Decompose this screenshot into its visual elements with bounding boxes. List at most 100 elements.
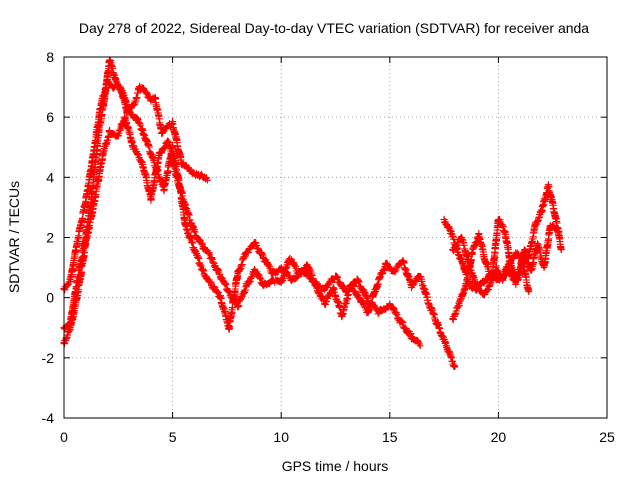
series-0-point-15 [160,186,168,193]
series-3-point-18 [558,246,565,253]
series-4-point-13 [534,240,541,247]
series-0-point-27 [260,255,268,262]
grid [64,57,607,418]
series-2 [60,113,459,371]
series-2-point-15 [182,204,189,211]
series-5-point-11 [525,288,533,295]
series-2-point-42 [417,273,424,280]
series-2-point-29 [304,261,311,268]
series-3-point-14 [532,222,539,229]
series-0-point-12 [138,126,146,133]
series-2-point-10 [138,159,146,166]
series-1-point-18 [186,168,194,175]
series-2-point-39 [390,267,398,274]
series-2-point-44 [434,321,441,328]
series-2-point-6 [106,129,113,136]
series-2-point-35 [356,294,363,301]
series-1-point-4 [91,144,98,151]
series-2-point-27 [286,255,294,262]
x-tick-label-4: 20 [491,429,507,445]
series-2-point-11 [147,195,155,202]
series-2-point-30 [312,282,320,289]
series-1-point-19 [195,171,202,178]
series-3-point-0 [440,216,448,223]
series-0-point-22 [217,294,224,301]
series-0-point-28 [269,270,276,277]
series-4-point-14 [540,264,548,271]
series-0-point-36 [354,276,361,283]
series-2-point-8 [121,113,129,121]
series-0-point-40 [397,318,404,325]
series-5-point-5 [486,282,493,289]
series-1-point-16 [169,119,176,127]
series-layer [60,56,565,371]
series-4-point-8 [501,228,509,235]
plot-frame [63,56,608,419]
series-4-point-3 [469,249,476,256]
series-0-point-11 [132,113,139,121]
series-3-point-15 [538,207,546,214]
tick-labels: 0 5 10 15 20 25 -4 -2 0 2 4 6 8 [42,49,615,445]
series-0-point-38 [375,309,383,316]
series-2-point-31 [321,300,328,307]
series-2-point-38 [382,261,389,268]
series-3-point-1 [447,228,454,235]
series-2-point-26 [278,279,285,286]
series-5-point-1 [458,234,465,241]
series-2-point-25 [269,276,276,283]
x-tick-label-3: 15 [382,429,398,445]
series-4-point-1 [456,300,463,307]
series-2-point-16 [191,228,198,235]
series-2-point-3 [82,240,89,247]
series-0-point-25 [243,249,250,256]
series-4-point-15 [547,222,554,229]
series-2-point-34 [347,282,354,289]
series-2-point-2 [73,294,81,301]
series-1-point-9 [123,107,131,115]
series-3-point-6 [479,279,487,286]
series-4-point-5 [482,258,489,265]
series-0-point-21 [208,282,215,289]
series-2-point-36 [364,309,372,316]
series-1-point-2 [73,240,81,247]
y-axis-label: SDTVAR / TECUs [6,181,22,293]
series-1-point-3 [82,198,89,205]
series-2-point-28 [295,270,302,277]
y-tick-label-6: 8 [46,49,54,65]
series-0-point-39 [386,300,393,307]
series-0-point-20 [199,267,207,274]
series-4-point-16 [556,228,563,235]
series-0-point-18 [182,222,189,229]
series-2-point-23 [251,267,259,274]
series-1-point-20 [204,177,211,184]
series-1-point-7 [110,83,118,91]
series-2-point-22 [243,282,250,289]
series-5-point-8 [506,267,513,274]
series-4-point-11 [521,246,528,253]
series-5-point-10 [519,258,526,265]
series-2-point-5 [99,150,107,157]
series-2-point-17 [199,243,207,250]
series-2-point-13 [165,138,172,145]
series-3-point-17 [551,210,559,217]
y-tick-label-4: 4 [46,169,54,185]
series-0-point-26 [251,240,259,247]
series-1-point-17 [178,159,185,166]
series-0-point-23 [225,324,233,331]
series-4-point-0 [449,315,456,322]
series-5-point-6 [493,264,500,271]
series-4-point-2 [462,282,470,289]
series-1-point-8 [117,83,124,91]
x-tick-label-5: 25 [599,429,615,445]
series-0-point-41 [408,333,415,340]
series-0-point-13 [147,150,155,157]
series-2-point-33 [338,312,346,319]
series-4-point-4 [475,231,483,238]
y-tick-label-3: 2 [46,230,54,246]
series-2-point-12 [156,150,163,157]
series-0-point-24 [234,270,241,277]
series-2-point-40 [399,258,407,265]
series-1-point-12 [143,89,150,97]
series-5-point-0 [449,246,456,253]
